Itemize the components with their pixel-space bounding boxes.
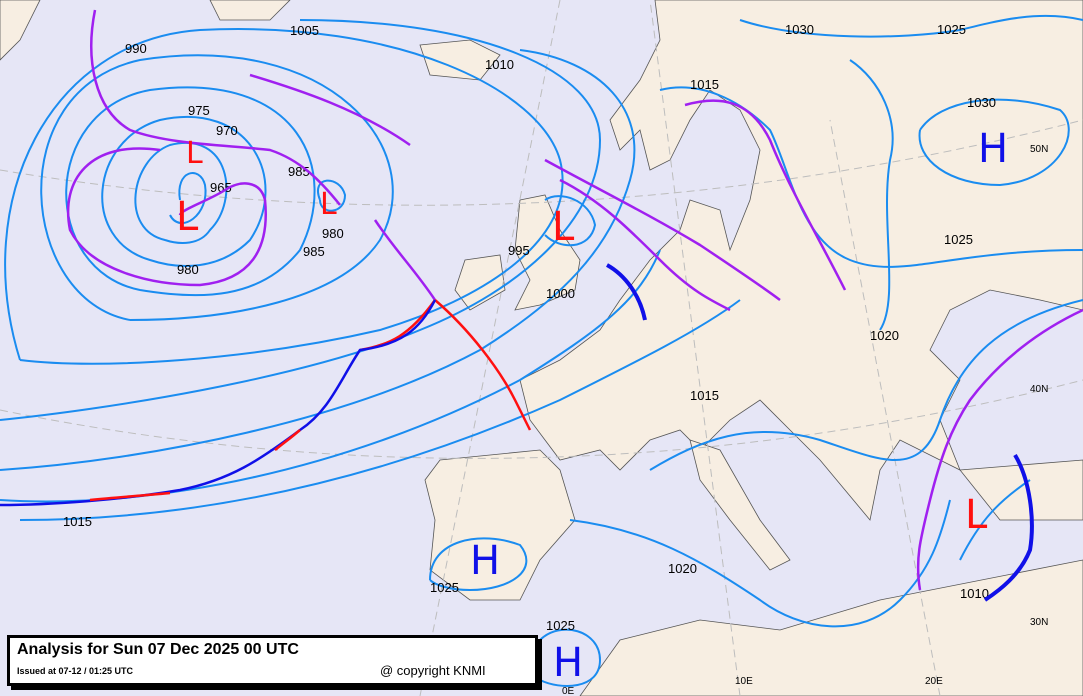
coord-label: 20E — [925, 676, 943, 687]
coord-label: 50N — [1030, 144, 1048, 155]
isobars — [0, 14, 1083, 687]
coord-label: 40N — [1030, 384, 1048, 395]
warm-front — [274, 429, 301, 451]
isobar-label: 990 — [125, 41, 147, 56]
isobar-label: 1025 — [937, 22, 966, 37]
high-center: H — [553, 640, 583, 686]
coord-label: 30N — [1030, 617, 1048, 628]
warm-front — [434, 299, 532, 431]
copyright: @ copyright KNMI — [380, 663, 486, 678]
isobar-label: 1015 — [690, 388, 719, 403]
coord-label: 10E — [735, 676, 753, 687]
cold-front — [983, 453, 1034, 602]
fronts — [0, 9, 1083, 602]
low-center: L — [552, 204, 575, 250]
isobar-label: 1015 — [690, 77, 719, 92]
isobar-label: 1025 — [430, 580, 459, 595]
occluded-front — [90, 9, 341, 206]
isobar-label: 970 — [216, 123, 238, 138]
low-center: L — [965, 492, 988, 538]
high-center: H — [470, 538, 500, 584]
isobar-label: 995 — [508, 243, 530, 258]
isobar-label: 1025 — [944, 232, 973, 247]
occluded-front — [249, 73, 411, 147]
occluded-front — [916, 308, 1083, 591]
isobar-label: 985 — [303, 244, 325, 259]
map-title: Analysis for Sun 07 Dec 2025 00 UTC — [17, 641, 299, 658]
occluded-front — [373, 219, 437, 301]
isobar-label: 1005 — [290, 23, 319, 38]
isobar-label: 1015 — [63, 514, 92, 529]
coord-label: 0E — [562, 686, 575, 696]
isobar-label: 1030 — [967, 95, 996, 110]
high-center: H — [978, 126, 1008, 172]
title-box: Analysis for Sun 07 Dec 2025 00 UTC Issu… — [7, 635, 538, 686]
occluded-front — [544, 158, 781, 302]
low-center: L — [320, 187, 337, 222]
isobar-label: 1000 — [546, 286, 575, 301]
pressure-centers: L L L L L H H H — [176, 126, 1008, 686]
isobar-label: 1020 — [668, 561, 697, 576]
isobar-label: 1030 — [785, 22, 814, 37]
warm-front — [89, 491, 171, 502]
issued-time: Issued at 07-12 / 01:25 UTC — [17, 666, 134, 676]
low-center: L — [176, 194, 199, 240]
isobar-label: 1020 — [870, 328, 899, 343]
isobar-label: 965 — [210, 180, 232, 195]
low-center: L — [186, 136, 203, 171]
isobar-label: 1025 — [546, 618, 575, 633]
occluded-front — [684, 99, 847, 291]
isobar-label: 980 — [322, 226, 344, 241]
cold-front — [605, 263, 647, 321]
isobar-label: 1010 — [960, 586, 989, 601]
isobar-labels: 990 975 970 985 980 965 980 985 1005 101… — [63, 22, 996, 633]
occluded-front — [559, 178, 731, 312]
isobar-label: 980 — [177, 262, 199, 277]
isobar-label: 975 — [188, 103, 210, 118]
occluded-front — [66, 147, 267, 287]
isobar-label: 1010 — [485, 57, 514, 72]
